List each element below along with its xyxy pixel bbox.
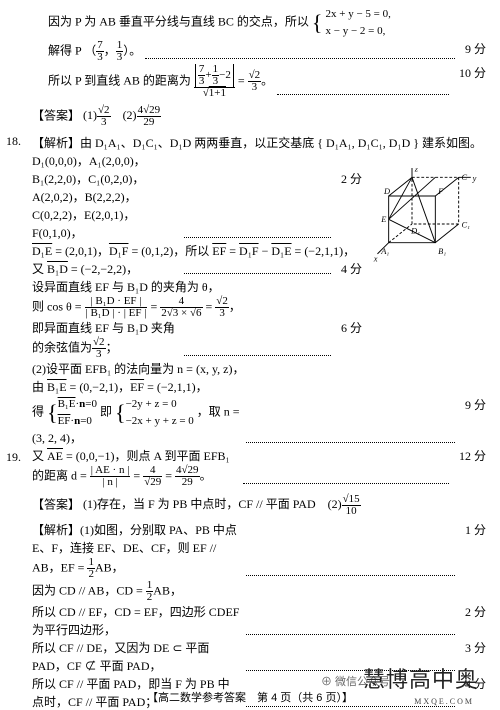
jiexi-label: 【解析】 (32, 136, 80, 150)
dist-text: 所以 P 到直线 AB 的距离为 73+13−2√1+1 = √23。 (48, 64, 273, 99)
q18-line3: D₁E = (2,0,1)，D₁F = (0,1,2)，所以 EF = D₁F … (32, 242, 362, 260)
svg-text:E: E (380, 215, 386, 224)
points-badge: 10 分 (453, 64, 486, 99)
leader-dots (243, 483, 450, 484)
answer-label: 【答案】 (32, 108, 80, 122)
svg-text:y: y (472, 174, 477, 183)
solve-text: 解得 P （73，13）。 (48, 40, 141, 63)
text: 又 AE = (0,0,−1)，则点 A 到平面 EFB₁ 的距离 d = | … (32, 447, 239, 488)
q18-line4: 设异面直线 EF 与 B₁D 的夹角为 θ， (32, 278, 362, 296)
leader-dots (246, 634, 456, 635)
system: 2x + y − 5 = 0, x − y − 2 = 0, (325, 6, 390, 39)
text: 所以 CD // EF，CD = EF，四边形 CDEF 为平行四边形， (32, 603, 242, 639)
solve-line: 解得 P （73，13）。 9 分 (48, 40, 486, 63)
text: 得 {B₁E·n=0EF·n=0 即 {−2y + z = 0−2x + y +… (32, 396, 242, 447)
svg-text:A₁: A₁ (380, 247, 389, 256)
q18-answer: (1)√23 (2)4√2929 (83, 108, 161, 122)
svg-text:D₁: D₁ (410, 226, 420, 235)
q19-answer-row: 【答案】 (1)存在，当 F 为 PB 中点时，CF // 平面 PAD (2)… (32, 494, 486, 517)
cube-svg: D F C E D₁ C₁ A₁ B₁ z y x (370, 168, 482, 280)
q19-line2: 因为 CD // AB，CD = 12AB， (32, 580, 486, 603)
leader-dots (246, 575, 456, 576)
points-badge: 12 分 (453, 447, 486, 488)
q18-answer-row: 【答案】 (1)√23 (2)4√2929 (32, 105, 486, 128)
q18-line2: B₁(2,2,0)，C₁(0,2,0)，A(2,0,2)，B(2,2,2)，C(… (32, 170, 362, 242)
leader-dots (184, 237, 332, 238)
leader-dots (184, 273, 332, 274)
q18-line8: 得 {B₁E·n=0EF·n=0 即 {−2y + z = 0−2x + y +… (32, 396, 486, 447)
points-badge: 9 分 (459, 396, 486, 447)
vector-text: D₁E (32, 244, 52, 258)
q18-line7: 由 B₁E = (0,−2,1)，EF = (−2,1,1)， (32, 378, 486, 396)
q18-line1: 由 D₁A₁、D₁C₁、D₁D 两两垂直，以正交基底 { D₁A₁, D₁C₁,… (32, 136, 482, 168)
leader-dots (145, 58, 455, 59)
svg-text:C₁: C₁ (461, 221, 470, 230)
svg-text:B₁: B₁ (438, 247, 446, 256)
leader-dots (184, 355, 332, 356)
svg-text:x: x (373, 254, 378, 263)
leader-dots (246, 442, 456, 443)
distance-line: 所以 P 到直线 AB 的距离为 73+13−2√1+1 = √23。 10 分 (48, 64, 486, 99)
page-footer: 【高二数学参考答案 第 4 页（共 6 页）】 (0, 690, 500, 707)
text: 所以 CF // DE，又因为 DE ⊂ 平面 PAD，CF ⊄ 平面 PAD， (32, 639, 242, 675)
svg-text:D: D (383, 187, 390, 196)
eq2: x − y − 2 = 0, (325, 25, 385, 37)
q18-jiexi: 【解析】由 D₁A₁、D₁C₁、D₁D 两两垂直，以正交基底 { D₁A₁, D… (32, 134, 486, 170)
intro-text: 因为 P 为 AB 垂直平分线与直线 BC 的交点，所以 (48, 14, 309, 28)
cube-diagram: D F C E D₁ C₁ A₁ B₁ z y x (370, 168, 482, 280)
points-badge: 2 分 (459, 603, 486, 639)
exam-answer-page: 因为 P 为 AB 垂直平分线与直线 BC 的交点，所以 { 2x + y − … (0, 0, 500, 710)
q19-line1: 【解析】(1)如图，分别取 PA、PB 中点 E、F，连接 EF、DE、CF，则… (32, 521, 486, 580)
q19-line3: 所以 CD // EF，CD = EF，四边形 CDEF 为平行四边形， 2 分 (32, 603, 486, 639)
text: 即异面直线 EF 与 B₁D 夹角的余弦值为√23； (32, 319, 180, 360)
brace-icon: { (312, 6, 323, 39)
text: B₁(2,2,0)，C₁(0,2,0)，A(2,0,2)，B(2,2,2)，C(… (32, 170, 180, 242)
q18-line3a: 又 B₁D = (−2,−2,2)， 4 分 (32, 260, 362, 278)
leader-dots (277, 94, 449, 95)
answer-label: 【答案】 (32, 497, 80, 511)
svg-text:C: C (461, 173, 467, 182)
q19-answer: (1)存在，当 F 为 PB 中点时，CF // 平面 PAD (2)√1510 (83, 497, 361, 511)
points-badge: 2 分 (335, 170, 362, 242)
q18-line5: 即异面直线 EF 与 B₁D 夹角的余弦值为√23； 6 分 (32, 319, 362, 360)
points-badge: 9 分 (459, 40, 486, 63)
svg-text:F: F (437, 187, 444, 196)
points-badge: 4 分 (335, 260, 362, 278)
svg-text:z: z (414, 168, 419, 174)
q18-number: 18. (6, 132, 21, 150)
q18-cos-line: 则 cos θ = | B₁D · EF || B₁D | · | EF | =… (32, 296, 362, 319)
points-badge: 6 分 (335, 319, 362, 360)
q19-number: 19. (6, 448, 21, 466)
q18-line6: (2)设平面 EFB₁ 的法向量为 n = (x, y, z)， (32, 360, 486, 378)
eq1: 2x + y − 5 = 0, (325, 8, 390, 20)
q18-line9: 又 AE = (0,0,−1)，则点 A 到平面 EFB₁ 的距离 d = | … (32, 447, 486, 488)
text: 【解析】(1)如图，分别取 PA、PB 中点 E、F，连接 EF、DE、CF，则… (32, 521, 242, 580)
p-intersection-statement: 因为 P 为 AB 垂直平分线与直线 BC 的交点，所以 { 2x + y − … (48, 6, 486, 39)
text: 又 B₁D = (−2,−2,2)， (32, 260, 180, 278)
text: 因为 P 为 AB 垂直平分线与直线 BC 的交点，所以 { 2x + y − … (48, 6, 486, 39)
points-badge: 1 分 (459, 521, 486, 580)
